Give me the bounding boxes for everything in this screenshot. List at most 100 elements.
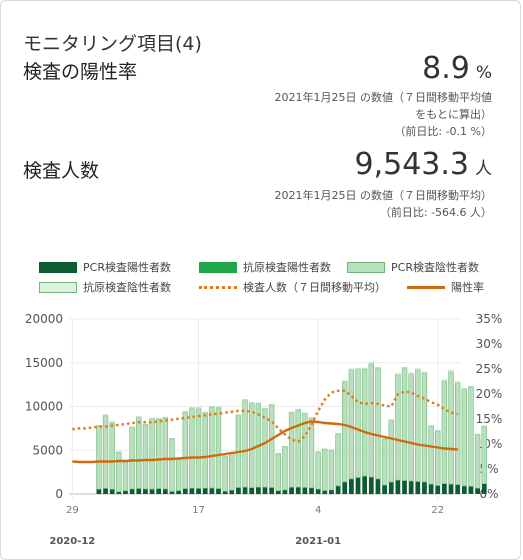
y-left-tick-label: 0 xyxy=(55,487,63,501)
bar-pcr-negative xyxy=(435,431,440,485)
bar-pcr-positive xyxy=(269,488,274,494)
bar-pcr-positive xyxy=(196,489,201,494)
positivity-value: 8.9% xyxy=(422,51,492,86)
x-tick-label: 17 xyxy=(192,505,205,516)
bar-antigen-negative xyxy=(415,369,420,370)
tests-note: 2021年1月25日 の数値（７日間移動平均） （前日比: -564.6 人） xyxy=(275,187,493,221)
bar-pcr-negative xyxy=(329,451,334,490)
bar-pcr-negative xyxy=(316,452,321,489)
bar-antigen-negative xyxy=(130,427,135,428)
x-month-label: 2021-01 xyxy=(295,536,341,547)
bar-antigen-negative xyxy=(455,382,460,383)
bar-antigen-negative xyxy=(156,419,161,420)
legend-item-antigen-positive[interactable]: 抗原検査陽性者数 xyxy=(199,259,331,275)
bar-pcr-negative xyxy=(369,364,374,477)
tests-unit: 人 xyxy=(475,159,492,179)
bar-pcr-negative xyxy=(123,462,128,491)
section-title: モニタリング項目(4) xyxy=(23,29,202,56)
bar-antigen-negative xyxy=(150,418,155,419)
legend-item-positivity[interactable]: 陽性率 xyxy=(407,279,484,295)
legend-item-pcr-negative[interactable]: PCR検査陰性者数 xyxy=(347,259,479,275)
bar-pcr-positive xyxy=(236,488,241,494)
bar-pcr-positive xyxy=(429,484,434,494)
bar-antigen-negative xyxy=(136,417,141,418)
positivity-label: 検査の陽性率 xyxy=(23,57,137,84)
legend-item-pcr-positive[interactable]: PCR検査陽性者数 xyxy=(39,259,171,275)
bar-pcr-negative xyxy=(223,456,228,491)
legend-item-antigen-negative[interactable]: 抗原検査陰性者数 xyxy=(39,279,171,295)
bar-antigen-negative xyxy=(342,381,347,382)
bar-pcr-negative xyxy=(336,434,341,486)
testing-chart: 2000015000100005000035%30%25%20%15%10%5%… xyxy=(1,301,522,550)
bar-antigen-negative xyxy=(362,368,367,369)
legend-swatch xyxy=(347,262,385,273)
bar-pcr-positive xyxy=(150,489,155,494)
bar-antigen-negative xyxy=(276,453,281,454)
bar-pcr-negative xyxy=(296,410,301,487)
y-right-tick-label: 15% xyxy=(476,412,503,426)
x-tick-label: 29 xyxy=(66,505,79,516)
bar-antigen-negative xyxy=(469,386,474,387)
bar-antigen-negative xyxy=(223,456,228,457)
bar-pcr-negative xyxy=(196,409,201,489)
bar-pcr-positive xyxy=(356,478,361,494)
bar-pcr-positive xyxy=(256,487,261,494)
bar-pcr-positive xyxy=(123,491,128,494)
bar-pcr-negative xyxy=(422,373,427,482)
bar-pcr-negative xyxy=(116,452,121,491)
bar-antigen-negative xyxy=(283,446,288,447)
bar-pcr-positive xyxy=(316,489,321,494)
bar-pcr-negative xyxy=(263,409,268,487)
bar-pcr-positive xyxy=(442,484,447,494)
bar-antigen-negative xyxy=(296,409,301,410)
bar-pcr-negative xyxy=(402,369,407,481)
bar-antigen-negative xyxy=(110,422,115,423)
bar-pcr-negative xyxy=(342,382,347,482)
tests-note-line: （前日比: -564.6 人） xyxy=(275,204,493,221)
bar-pcr-positive xyxy=(130,489,135,494)
bar-pcr-negative xyxy=(150,419,155,489)
bar-pcr-negative xyxy=(249,404,254,488)
bar-antigen-negative xyxy=(462,388,467,389)
bar-antigen-negative xyxy=(356,369,361,370)
positivity-unit: % xyxy=(476,63,492,83)
bar-pcr-negative xyxy=(243,401,248,488)
bar-antigen-negative xyxy=(376,367,381,368)
bar-pcr-positive xyxy=(243,487,248,494)
bar-pcr-positive xyxy=(309,488,314,494)
bar-pcr-negative xyxy=(349,370,354,479)
bar-pcr-positive xyxy=(136,489,141,494)
y-right-tick-label: 20% xyxy=(476,387,503,401)
x-tick-label: 22 xyxy=(431,505,444,516)
bar-pcr-positive xyxy=(482,484,487,494)
legend-item-tests-average[interactable]: 検査人数（７日間移動平均） xyxy=(199,279,386,295)
positivity-note-line: 2021年1月25日 の数値（７日間移動平均値 xyxy=(275,89,493,106)
bar-antigen-negative xyxy=(216,407,221,408)
bar-pcr-negative xyxy=(170,439,175,492)
bar-pcr-positive xyxy=(103,489,108,494)
bar-antigen-negative xyxy=(302,413,307,414)
bar-antigen-negative xyxy=(203,412,208,413)
bar-antigen-negative xyxy=(442,380,447,381)
bar-pcr-negative xyxy=(276,454,281,491)
bar-pcr-positive xyxy=(143,489,148,494)
x-tick-label: 4 xyxy=(315,505,321,516)
bar-antigen-negative xyxy=(395,374,400,375)
y-right-tick-label: 35% xyxy=(476,312,503,326)
bar-pcr-negative xyxy=(475,435,480,488)
bar-pcr-positive xyxy=(395,480,400,494)
bar-antigen-negative xyxy=(190,408,195,409)
bar-antigen-negative xyxy=(103,415,108,416)
bar-pcr-positive xyxy=(435,486,440,494)
bar-pcr-positive xyxy=(389,482,394,494)
bar-antigen-negative xyxy=(382,439,387,440)
legend-label: 検査人数（７日間移動平均） xyxy=(243,279,386,295)
bar-pcr-positive xyxy=(475,488,480,494)
bar-pcr-negative xyxy=(322,449,327,490)
bar-pcr-positive xyxy=(110,489,115,494)
bar-antigen-negative xyxy=(402,367,407,368)
legend-swatch xyxy=(39,262,77,273)
bar-pcr-positive xyxy=(329,490,334,494)
bar-pcr-positive xyxy=(163,489,168,494)
